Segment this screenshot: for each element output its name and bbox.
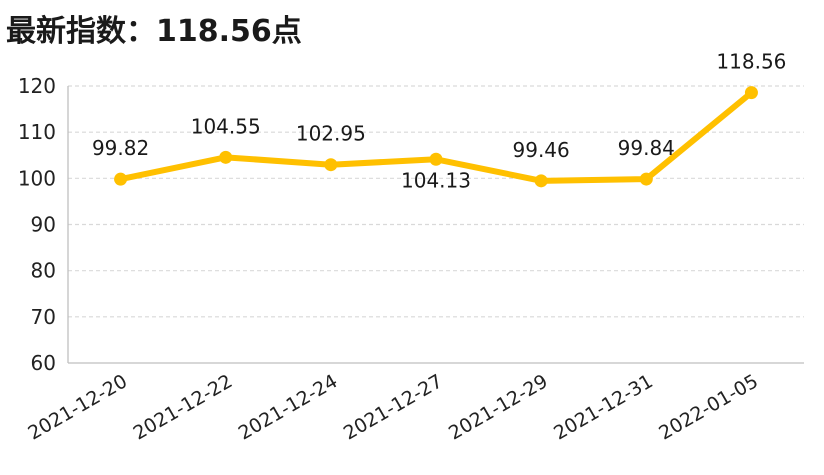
x-tick-label: 2021-12-29 <box>445 370 552 444</box>
data-point <box>324 158 338 172</box>
axis-layer: 607080901001101202021-12-202021-12-22202… <box>18 74 804 445</box>
x-tick-label: 2021-12-20 <box>24 370 131 444</box>
y-tick-label: 120 <box>18 74 56 98</box>
data-point <box>429 152 443 166</box>
data-point <box>534 174 548 188</box>
x-tick-label: 2021-12-24 <box>235 370 342 444</box>
data-label: 104.55 <box>191 114 261 138</box>
data-label: 104.13 <box>401 168 471 192</box>
data-point <box>744 86 758 100</box>
series-layer <box>114 86 758 188</box>
y-tick-label: 100 <box>18 166 56 190</box>
data-label: 99.46 <box>513 138 570 162</box>
data-label: 99.84 <box>618 136 675 160</box>
data-label: 118.56 <box>716 50 786 74</box>
grid-layer <box>68 85 804 318</box>
x-tick-label: 2022-01-05 <box>655 370 762 444</box>
chart-title: 最新指数：118.56点 <box>6 14 302 49</box>
data-label: 99.82 <box>92 136 149 160</box>
data-point <box>114 172 128 186</box>
label-layer: 99.82 104.55 102.95 104.13 99.46 99.84 118.56 <box>92 50 786 193</box>
x-tick-label: 2021-12-27 <box>340 370 447 444</box>
x-tick-label: 2021-12-22 <box>130 370 237 444</box>
x-tick-label: 2021-12-31 <box>550 370 657 444</box>
y-tick-label: 90 <box>31 213 56 237</box>
y-tick-label: 80 <box>31 259 56 283</box>
data-label: 102.95 <box>296 122 366 146</box>
data-point <box>219 150 233 164</box>
data-point <box>639 172 653 186</box>
y-tick-label: 70 <box>31 305 56 329</box>
y-tick-label: 110 <box>18 120 56 144</box>
y-tick-label: 60 <box>31 351 56 375</box>
